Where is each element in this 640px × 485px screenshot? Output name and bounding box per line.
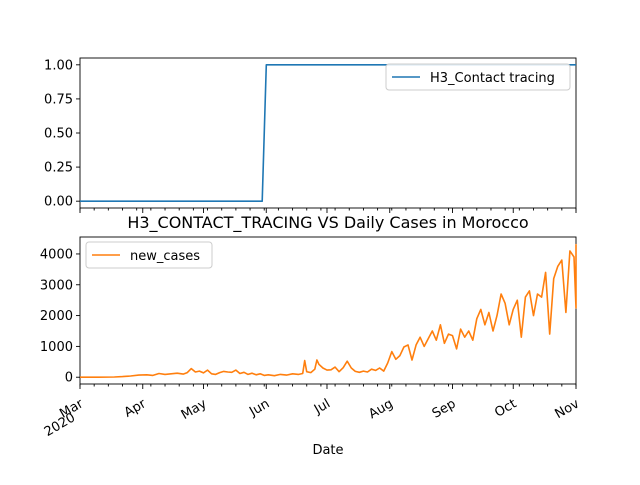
bottom-legend: new_cases [85, 241, 213, 269]
y-tick-label: 2000 [40, 309, 73, 324]
top-y-axis: 0.00 0.25 0.50 0.75 1.00 [44, 58, 80, 210]
top-legend-box [385, 63, 571, 91]
chart-title: H3_CONTACT_TRACING VS Daily Cases in Mor… [127, 213, 528, 233]
y-tick-label: 0.25 [44, 161, 73, 176]
top-x-axis [79, 208, 577, 213]
series-line-new-cases [80, 243, 577, 379]
y-tick-label: 0.50 [44, 127, 73, 142]
top-legend-label: H3_Contact tracing [430, 71, 555, 86]
bottom-legend-label: new_cases [130, 249, 200, 264]
y-tick-label: 1000 [40, 340, 73, 355]
y-tick-label: 4000 [40, 247, 73, 262]
bottom-y-axis: 0 1000 2000 3000 4000 [40, 247, 80, 386]
bottom-plot-frame [79, 236, 577, 385]
y-tick-label: 0.00 [44, 195, 73, 210]
y-tick-label: 3000 [40, 278, 73, 293]
x-axis-label: Date [312, 443, 343, 458]
y-tick-label: 1.00 [44, 58, 73, 73]
top-subplot: 0.00 0.25 0.50 0.75 1.00 H3_Contact tracing [44, 57, 577, 213]
bottom-legend-box [85, 241, 213, 269]
bottom-series-lines [80, 243, 577, 379]
y-tick-label: 0 [65, 371, 73, 386]
top-legend: H3_Contact tracing [385, 63, 571, 91]
y-tick-label: 0.75 [44, 92, 73, 107]
x-tick-label: Jul [311, 396, 333, 417]
